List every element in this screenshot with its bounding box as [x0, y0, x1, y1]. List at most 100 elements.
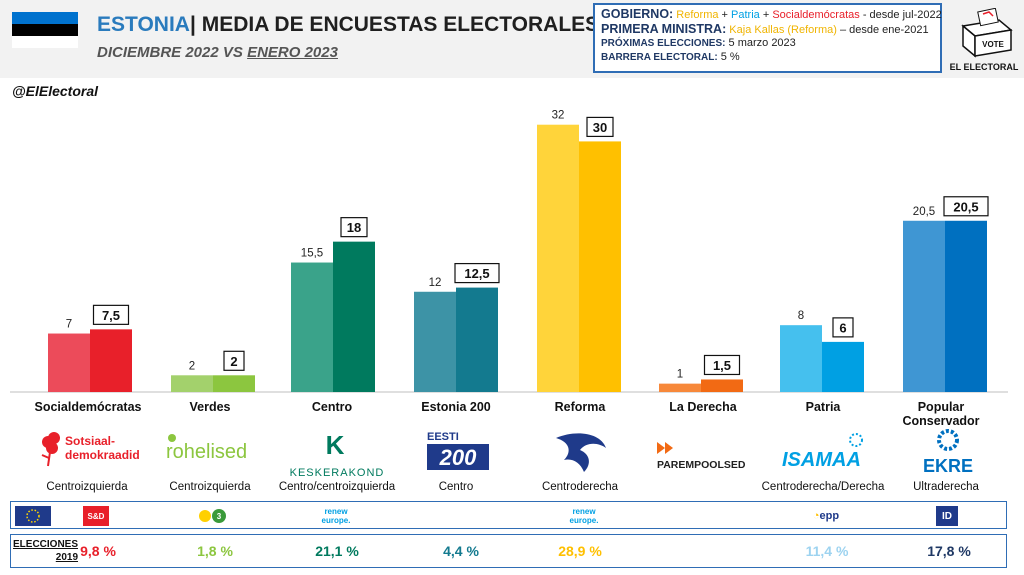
data-label-prev-7: 20,5: [913, 206, 935, 218]
e200-top-text: EESTI: [427, 431, 459, 443]
bar-prev-2: [291, 262, 333, 392]
ideology-estonia200: Centro: [438, 481, 474, 493]
kesk-text: KESKERAKOND: [290, 467, 385, 478]
gov-party-patria: Patria: [731, 9, 760, 21]
data-label-curr-4: 30: [593, 120, 607, 135]
eu-group-sd: S&D: [83, 506, 109, 526]
header: ESTONIA| MEDIA DE ENCUESTAS ELECTORALES …: [0, 0, 1024, 78]
data-label-box-curr-0: [92, 304, 130, 325]
data-label-prev-4: 32: [552, 110, 565, 122]
data-label-box-curr-6: [832, 317, 854, 338]
party-name-laderecha: La Derecha: [669, 400, 737, 414]
isamaa-text: ISAMAA: [782, 449, 861, 471]
data-label-prev-0: 7: [66, 319, 72, 331]
election-result-verdes: 1,8 %: [197, 543, 233, 559]
data-label-prev-3: 12: [429, 277, 442, 289]
logo-isamaa: ISAMAA: [780, 428, 875, 478]
logo-brand-text: EL ELECTORAL: [949, 62, 1019, 72]
data-label-curr-7: 20,5: [953, 199, 978, 214]
bar-curr-2: [333, 241, 375, 392]
greens-sunflower-icon: 3: [199, 509, 226, 523]
data-label-curr-0: 7,5: [102, 308, 120, 323]
gov-line: GOBIERNO: Reforma + Patria + Socialdemóc…: [601, 7, 942, 23]
data-label-box-curr-2: [340, 217, 368, 238]
pm-label: PRIMERA MINISTRA:: [601, 21, 727, 36]
pm-since: – desde ene-2021: [836, 23, 929, 36]
election-result-ekre: 17,8 %: [927, 543, 971, 559]
elections-2019-row: ELECCIONES 2019: [10, 534, 1007, 568]
elections-label: ELECCIONES 2019: [13, 538, 78, 564]
bar-prev-3: [414, 291, 456, 392]
logo-sde: Sotsiaal- demokraadid: [38, 428, 158, 478]
data-label-box-curr-3: [454, 262, 500, 284]
eu-flag-icon: [15, 506, 51, 526]
data-label-prev-1: 2: [189, 360, 195, 372]
logo-parempoolsed: PAREMPOOLSED: [655, 428, 755, 478]
data-label-curr-2: 18: [347, 220, 361, 235]
next-elections-value: 5 marzo 2023: [725, 37, 796, 49]
pm-line: PRIMERA MINISTRA: Kaja Kallas (Reforma) …: [601, 21, 934, 38]
next-elections-label: PRÓXIMAS ELECCIONES:: [601, 38, 726, 49]
el-electoral-logo: VOTE EL ELECTORAL: [949, 7, 1019, 72]
elections-label-2: 2019: [55, 552, 79, 563]
party-name-estonia200: Estonia 200: [421, 400, 491, 414]
barrier-line: BARRERA ELECTORAL: 5 %: [601, 51, 934, 65]
bar-curr-0: [90, 329, 132, 392]
government-info-box: GOBIERNO: Reforma + Patria + Socialdemóc…: [593, 3, 942, 73]
data-label-curr-1: 2: [230, 354, 237, 369]
bar-prev-1: [171, 375, 213, 392]
gov-party-reforma: Reforma: [676, 9, 719, 21]
sde-logo-text-1: Sotsiaal-: [65, 434, 115, 448]
bar-curr-6: [822, 341, 864, 392]
parem-text: PAREMPOOLSED: [657, 459, 746, 471]
data-label-prev-2: 15,5: [301, 248, 323, 260]
bar-curr-4: [579, 141, 621, 392]
data-label-prev-6: 8: [798, 310, 804, 322]
epp-text: epp: [819, 510, 840, 522]
greens-number: 3: [217, 512, 222, 521]
title-country: ESTONIA: [97, 13, 190, 36]
bar-curr-3: [456, 287, 498, 392]
data-label-curr-6: 6: [839, 320, 846, 335]
estonia-flag-icon: [12, 12, 78, 48]
bar-curr-7: [945, 220, 987, 392]
page-subtitle: DICIEMBRE 2022 VS ENERO 2023: [97, 44, 338, 61]
bar-curr-5: [701, 379, 743, 392]
eu-groups-row: S&D 3 renew europe. renew europe. ◔ epp I…: [10, 501, 1007, 529]
eu-group-greens: 3: [195, 506, 229, 526]
data-label-curr-5: 1,5: [713, 358, 731, 373]
barrier-value: 5 %: [717, 50, 740, 63]
logo-reforma: [550, 428, 610, 478]
pm-name: Kaja Kallas (Reforma): [729, 23, 837, 36]
logo-ekre: EKRE: [920, 428, 980, 478]
bar-prev-0: [48, 333, 90, 392]
next-elections-line: PRÓXIMAS ELECCIONES: 5 marzo 2023: [601, 37, 934, 51]
flag-stripe-white: [12, 36, 78, 48]
party-name-sde: Socialdemócratas: [34, 400, 142, 414]
ideology-centro: Centro/centroizquierda: [278, 481, 396, 493]
parem-arrows-icon: PAREMPOOLSED: [657, 442, 746, 471]
bar-curr-1: [213, 375, 255, 392]
title-text: MEDIA DE ENCUESTAS ELECTORALES: [201, 13, 600, 36]
epp-dot-icon: ◔: [812, 510, 820, 522]
data-label-box-curr-1: [223, 350, 245, 371]
data-label-box-curr-4: [586, 116, 614, 138]
ideology-reforma: Centroderecha: [541, 481, 619, 493]
period-vs: VS: [222, 44, 243, 61]
period-prev: DICIEMBRE 2022: [97, 44, 219, 61]
svg-text:K: K: [326, 430, 345, 460]
flag-stripe-blue: [12, 12, 78, 24]
bar-prev-6: [780, 325, 822, 392]
data-label-box-curr-5: [703, 354, 741, 376]
sde-logo-text-2: demokraadid: [65, 448, 140, 462]
data-label-prev-5: 1: [677, 369, 683, 381]
gov-party-sd: Socialdemócratas: [772, 9, 860, 21]
bar-prev-4: [537, 124, 579, 393]
eu-group-epp: ◔ epp: [806, 506, 846, 526]
author-handle: @ElElectoral: [12, 83, 99, 99]
ideology-patria: Centroderecha/Derecha: [761, 481, 885, 493]
kesk-k-icon: K KESKERAKOND: [290, 430, 385, 479]
gov-plus: +: [718, 9, 732, 21]
bar-prev-5: [659, 383, 701, 392]
gov-label: GOBIERNO:: [601, 7, 674, 21]
